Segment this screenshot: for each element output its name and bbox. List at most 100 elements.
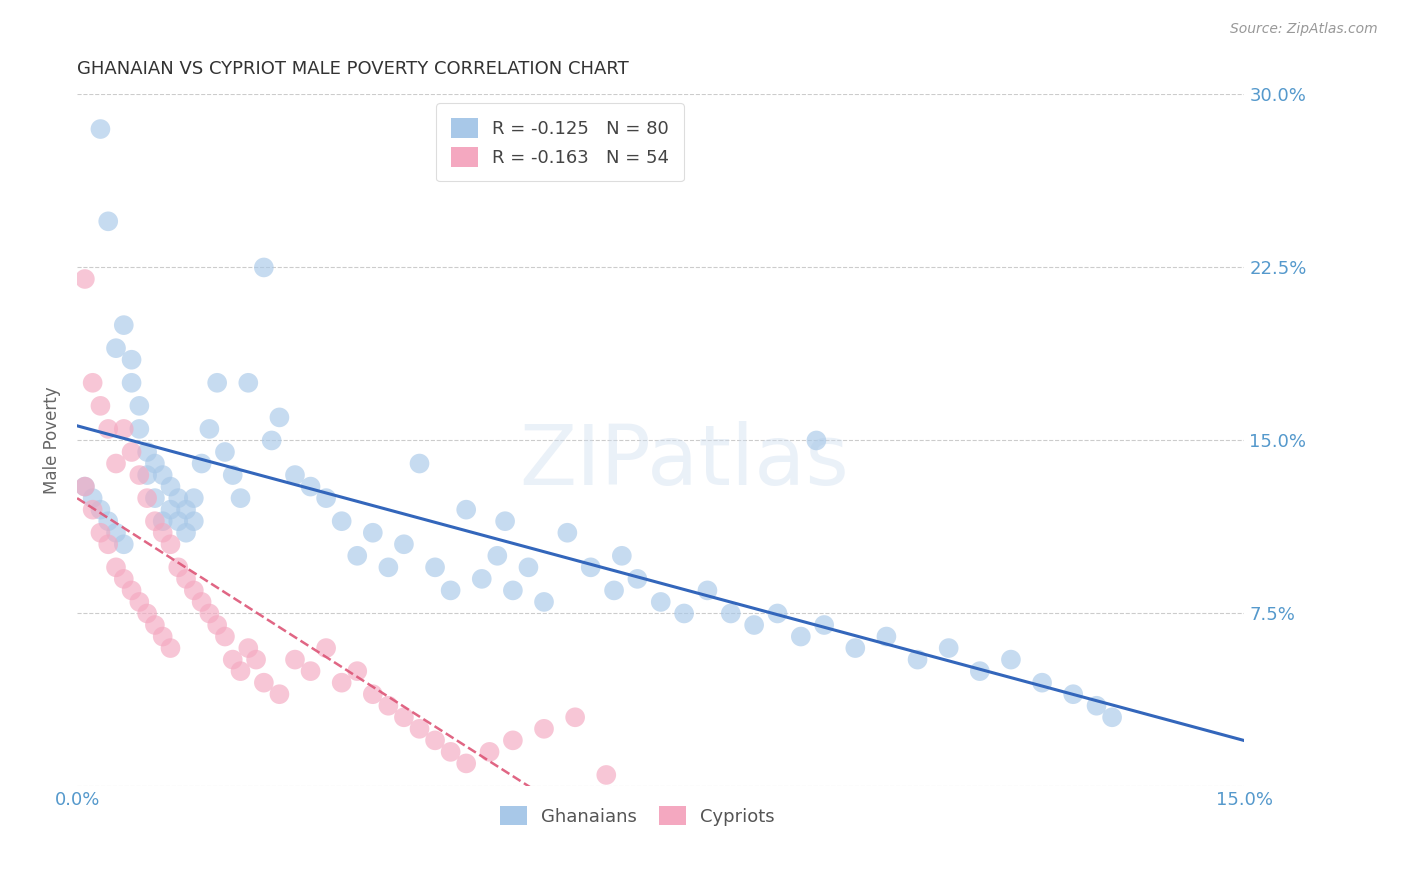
Point <box>128 595 150 609</box>
Point <box>603 583 626 598</box>
Point <box>377 698 399 713</box>
Point <box>82 502 104 516</box>
Point <box>128 468 150 483</box>
Point <box>517 560 540 574</box>
Point <box>174 525 197 540</box>
Point <box>502 583 524 598</box>
Point <box>595 768 617 782</box>
Point <box>579 560 602 574</box>
Point <box>167 491 190 505</box>
Legend: Ghanaians, Cypriots: Ghanaians, Cypriots <box>492 798 782 833</box>
Point <box>471 572 494 586</box>
Point <box>97 537 120 551</box>
Point <box>89 502 111 516</box>
Point <box>610 549 633 563</box>
Point <box>440 583 463 598</box>
Point <box>159 641 181 656</box>
Text: ZIPatlas: ZIPatlas <box>519 421 849 501</box>
Point <box>97 514 120 528</box>
Point <box>112 422 135 436</box>
Point <box>105 560 128 574</box>
Point <box>205 376 228 390</box>
Point <box>183 583 205 598</box>
Point <box>1101 710 1123 724</box>
Point <box>299 664 322 678</box>
Point <box>1000 652 1022 666</box>
Point <box>650 595 672 609</box>
Point <box>152 630 174 644</box>
Point <box>346 664 368 678</box>
Point <box>198 422 221 436</box>
Point <box>238 376 260 390</box>
Point <box>720 607 742 621</box>
Point <box>136 491 159 505</box>
Point <box>112 318 135 332</box>
Text: GHANAIAN VS CYPRIOT MALE POVERTY CORRELATION CHART: GHANAIAN VS CYPRIOT MALE POVERTY CORRELA… <box>77 60 628 78</box>
Point <box>245 652 267 666</box>
Point <box>229 664 252 678</box>
Point <box>315 641 337 656</box>
Point <box>330 514 353 528</box>
Point <box>253 675 276 690</box>
Point <box>121 583 143 598</box>
Point <box>198 607 221 621</box>
Point <box>346 549 368 563</box>
Point <box>456 756 478 771</box>
Point <box>486 549 509 563</box>
Point <box>128 422 150 436</box>
Point <box>89 122 111 136</box>
Point <box>183 491 205 505</box>
Point <box>152 525 174 540</box>
Point <box>1085 698 1108 713</box>
Point <box>167 514 190 528</box>
Point <box>112 572 135 586</box>
Point <box>136 607 159 621</box>
Point <box>1031 675 1053 690</box>
Point <box>143 491 166 505</box>
Point <box>222 468 245 483</box>
Y-axis label: Male Poverty: Male Poverty <box>44 386 60 494</box>
Point <box>269 687 291 701</box>
Point <box>214 630 236 644</box>
Point <box>89 399 111 413</box>
Point <box>143 457 166 471</box>
Point <box>105 457 128 471</box>
Point <box>938 641 960 656</box>
Point <box>696 583 718 598</box>
Point <box>152 468 174 483</box>
Point <box>82 376 104 390</box>
Point <box>907 652 929 666</box>
Point <box>408 457 430 471</box>
Point <box>969 664 991 678</box>
Point <box>143 514 166 528</box>
Point <box>167 560 190 574</box>
Point <box>440 745 463 759</box>
Point <box>222 652 245 666</box>
Point <box>557 525 579 540</box>
Point <box>875 630 897 644</box>
Point <box>152 514 174 528</box>
Point <box>174 572 197 586</box>
Point <box>284 468 307 483</box>
Point <box>238 641 260 656</box>
Point <box>105 525 128 540</box>
Point <box>73 272 96 286</box>
Point <box>478 745 501 759</box>
Point <box>742 618 765 632</box>
Point <box>494 514 516 528</box>
Point <box>813 618 835 632</box>
Point <box>330 675 353 690</box>
Point <box>97 422 120 436</box>
Point <box>190 595 212 609</box>
Point <box>1062 687 1084 701</box>
Point <box>89 525 111 540</box>
Point <box>121 352 143 367</box>
Point <box>392 710 415 724</box>
Point <box>143 618 166 632</box>
Point <box>260 434 283 448</box>
Point <box>299 480 322 494</box>
Point <box>284 652 307 666</box>
Point <box>502 733 524 747</box>
Point <box>73 480 96 494</box>
Point <box>205 618 228 632</box>
